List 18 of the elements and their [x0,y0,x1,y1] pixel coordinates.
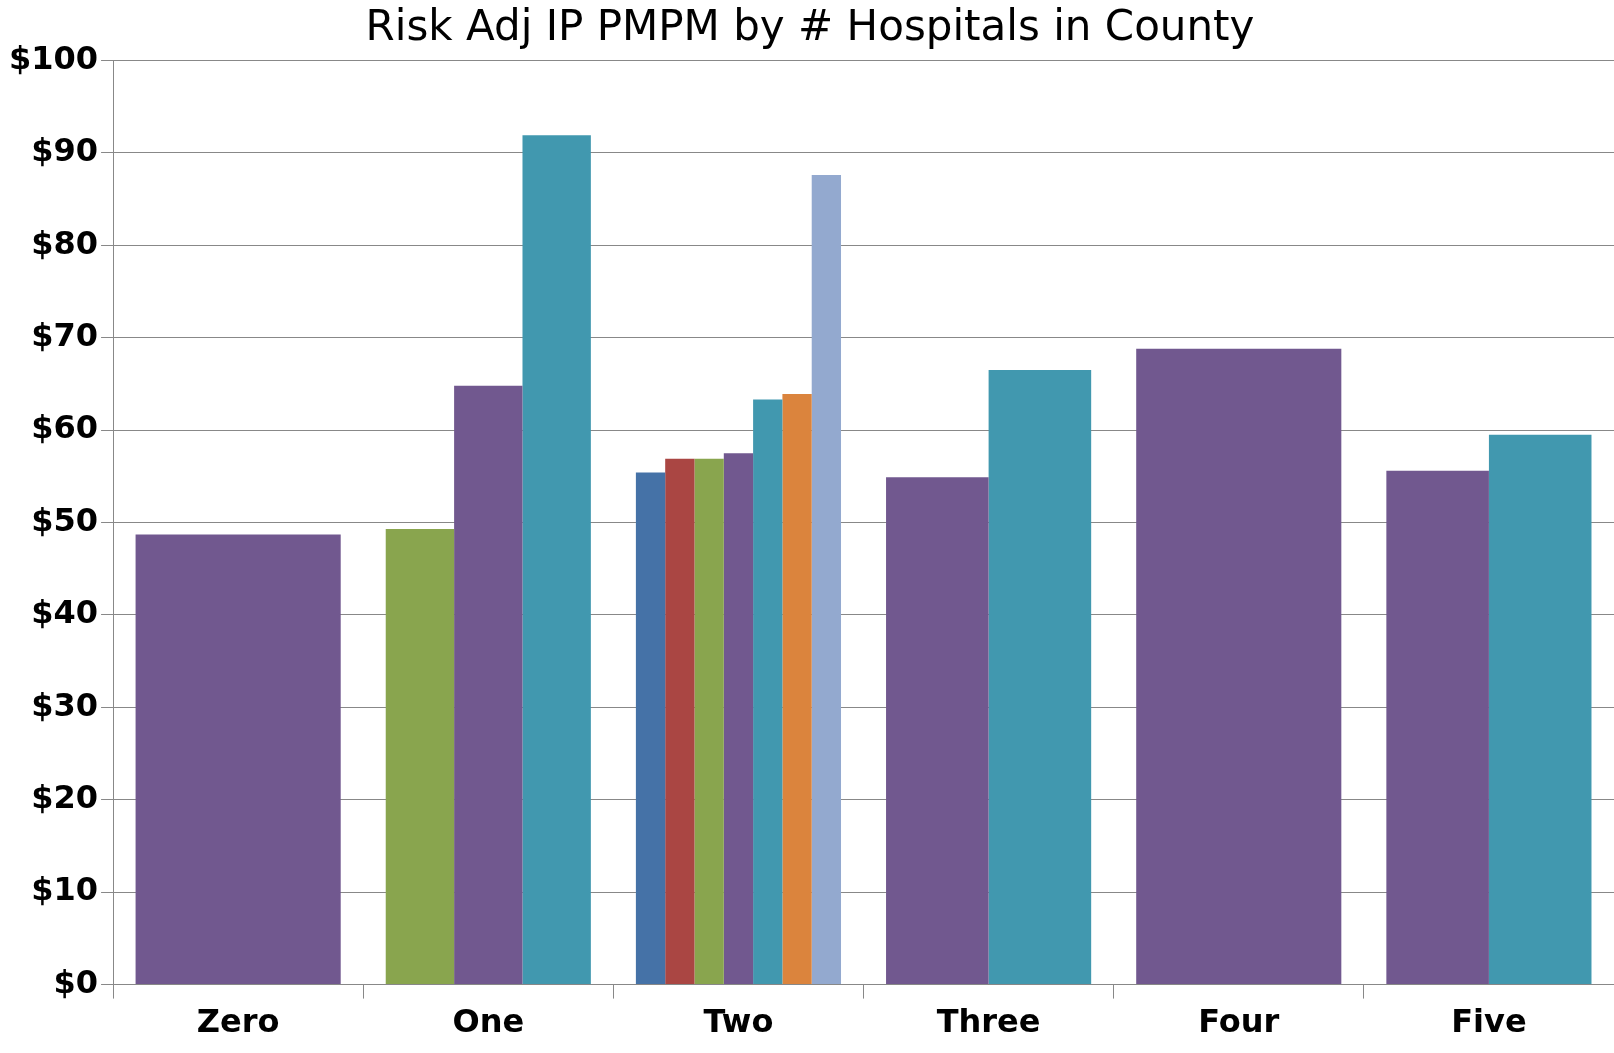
y-tick-label: $80 [31,223,99,262]
y-tick-label: $30 [31,685,99,724]
y-tick-label: $20 [31,778,99,817]
x-tick-label: Five [1451,1002,1527,1041]
y-tick-label: $90 [31,131,99,170]
x-tick-label: Three [936,1002,1041,1041]
x-tick-label: One [452,1002,525,1041]
y-tick-label: $60 [31,408,99,447]
y-tick-label: $70 [31,315,99,354]
x-tick-label: Two [703,1002,774,1041]
x-tick-label: Four [1198,1002,1280,1041]
y-tick-label: $40 [31,593,99,632]
chart-title: Risk Adj IP PMPM by # Hospitals in County [365,1,1255,51]
y-tick-label: $50 [31,500,99,539]
y-tick-label: $10 [31,870,99,909]
y-tick-label: $0 [53,962,99,1001]
x-tick-label: Zero [196,1002,280,1041]
y-tick-label: $100 [9,38,99,77]
